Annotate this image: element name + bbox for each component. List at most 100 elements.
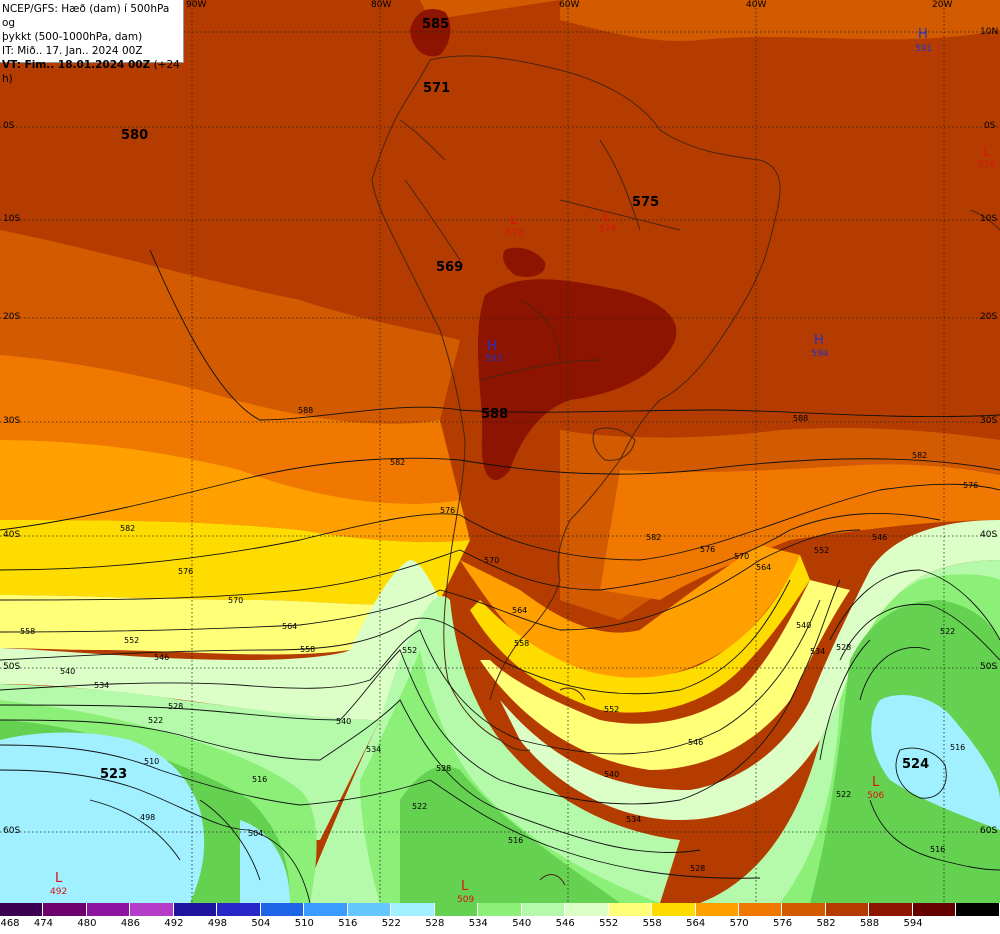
high-center-value: 591 [915, 44, 932, 54]
band-588-north [410, 9, 451, 57]
low-center-value: 509 [457, 895, 474, 903]
legend-value-label: 474 [33, 918, 54, 929]
pressure-centers: H 591 H 593 H 594 L 572 L 574 L 574 L 50… [50, 27, 995, 903]
contour-label: 582 [390, 458, 405, 467]
contour-label: 576 [178, 567, 193, 576]
legend-value-label: 546 [555, 918, 575, 929]
lat-label: 60S [980, 826, 998, 836]
lat-label: 20S [980, 312, 998, 322]
weather-map: 588 588 582 582 582 582 576 576 576 570 … [0, 0, 1000, 903]
contour-label: 564 [756, 563, 771, 572]
band-522-b [240, 820, 290, 903]
legend-value-label: 510 [294, 918, 314, 929]
contour-label: 534 [94, 681, 109, 690]
legend-value-label: 540 [512, 918, 532, 929]
header-valid-time: VT: Fim.. 18.01.2024 00Z (+24 h) [2, 58, 183, 86]
legend-swatch [652, 903, 696, 916]
lat-label: 30S [3, 416, 21, 426]
low-center-marker: L [983, 145, 991, 160]
band-588-small [503, 247, 546, 277]
contour-label: 540 [60, 667, 75, 676]
legend-swatch [565, 903, 609, 916]
low-center-value: 492 [50, 887, 67, 897]
contour-label: 546 [688, 738, 703, 747]
contour-label: 528 [690, 864, 705, 873]
legend-value-label: 594 [903, 918, 923, 929]
contour-label: 534 [626, 815, 641, 824]
band-522-c [871, 695, 1000, 830]
contour-label: 582 [120, 524, 135, 533]
height-labels: 585 571 580 575 569 588 523 524 [100, 17, 929, 782]
legend-swatch [217, 903, 261, 916]
height-label: 523 [100, 767, 127, 782]
contour-label: 582 [646, 533, 661, 542]
low-center-value: 574 [978, 160, 995, 170]
lon-label: 40W [746, 0, 767, 10]
contour-label: 540 [796, 621, 811, 630]
legend-value-label: 486 [120, 918, 140, 929]
contour-label: 510 [144, 757, 159, 766]
lat-label: 30S [980, 416, 998, 426]
lat-label: 60S [3, 826, 21, 836]
lat-label: 50S [980, 662, 998, 672]
height-label: 588 [481, 407, 508, 422]
lat-label: 40S [3, 530, 21, 540]
contour-label: 552 [402, 646, 417, 655]
band-522 [0, 732, 205, 903]
contour-label: 552 [604, 705, 619, 714]
legend-swatch [0, 903, 44, 916]
contour-label: 570 [484, 556, 499, 565]
legend-swatch [347, 903, 392, 916]
lat-label: 0S [984, 121, 996, 131]
low-center-value: 572 [506, 228, 523, 238]
legend-swatch [478, 903, 522, 916]
low-center-marker: L [461, 879, 469, 894]
low-center-marker: L [872, 775, 880, 790]
low-center-marker: L [510, 213, 518, 228]
band-558 [0, 520, 470, 605]
high-center-marker: H [814, 333, 824, 348]
height-label: 524 [902, 757, 929, 772]
contour-label: 546 [154, 653, 169, 662]
legend-swatch [391, 903, 435, 916]
contour-label: 582 [912, 451, 927, 460]
contour-label: 516 [252, 775, 267, 784]
legend-swatch [912, 903, 957, 916]
legend-swatch [130, 903, 174, 916]
valid-time-bold: VT: Fim.. 18.01.2024 00Z [2, 59, 151, 71]
band-546-b [500, 520, 1000, 820]
legend-swatch [738, 903, 783, 916]
header-title-line2: þykkt (500-1000hPa, dam) [2, 31, 143, 43]
band-588-high [477, 279, 677, 480]
legend-value-label: 492 [164, 918, 184, 929]
legend-value-label: 498 [207, 918, 227, 929]
legend-swatch [956, 903, 1000, 916]
legend-value-label: 516 [338, 918, 358, 929]
contour-label: 534 [810, 647, 825, 656]
contour-label: 564 [282, 622, 297, 631]
contour-label: 558 [300, 645, 315, 654]
legend-value-label: 552 [599, 918, 619, 929]
legend-value-label: 468 [0, 918, 20, 929]
contour-label: 564 [512, 606, 527, 615]
contour-label: 516 [930, 845, 945, 854]
contour-label: 522 [940, 627, 955, 636]
valid-time-lead: (+24 h) [2, 59, 180, 85]
legend-value-label: 504 [251, 918, 271, 929]
legend-swatch [695, 903, 739, 916]
legend-swatch [434, 903, 479, 916]
legend-value-label: 480 [77, 918, 97, 929]
contour-label: 558 [20, 627, 35, 636]
contour-label: 558 [514, 639, 529, 648]
contour-label: 516 [508, 836, 523, 845]
legend-swatches [0, 903, 1000, 916]
band-564-b [460, 545, 800, 683]
contour-label: 528 [436, 764, 451, 773]
contour-label: 528 [836, 643, 851, 652]
map-info-header: NCEP/GFS: Hæð (dam) í 500hPa og þykkt (5… [0, 0, 184, 85]
contour-label: 552 [124, 636, 139, 645]
high-center-marker: H [487, 339, 497, 354]
legend-value-label: 570 [729, 918, 749, 929]
legend-labels: 468 474 480 486 492 498 504 510 516 522 528 534 540 5… [0, 918, 1000, 932]
legend-swatch [608, 903, 653, 916]
